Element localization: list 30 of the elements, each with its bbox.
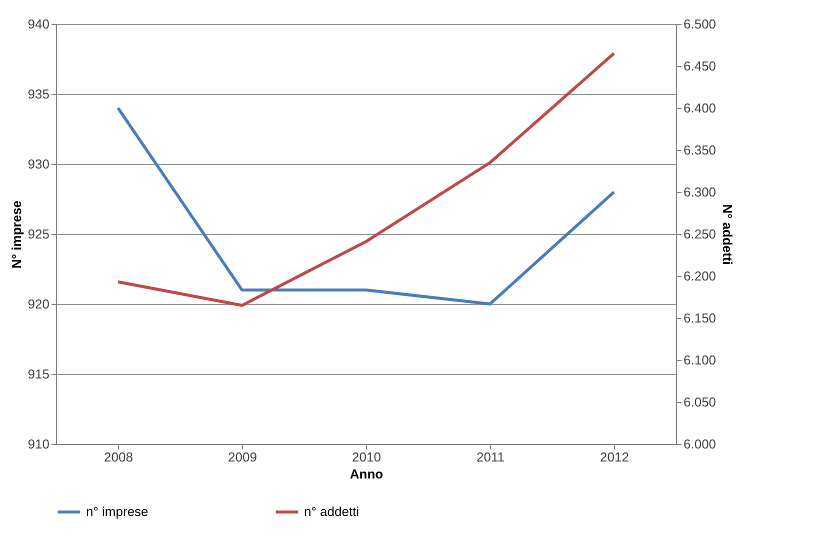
x-tick-label: 2008 bbox=[104, 450, 133, 464]
y2-tick-label: 6.050 bbox=[684, 394, 716, 410]
y2-tick-label: 6.100 bbox=[684, 352, 716, 368]
x-tick-label: 2010 bbox=[352, 450, 381, 464]
y2-tick-label: 6.250 bbox=[684, 226, 716, 242]
x-tick-label: 2011 bbox=[476, 450, 504, 464]
y-tick-label: 925 bbox=[28, 226, 50, 242]
y2-tick-label: 6.150 bbox=[684, 310, 716, 326]
legend-label: n° imprese bbox=[86, 504, 148, 519]
y-axis-title: N° imprese bbox=[8, 200, 24, 269]
y-tick-label: 935 bbox=[28, 86, 50, 102]
x-tick-label: 2012 bbox=[600, 450, 629, 464]
y2-tick-label: 6.400 bbox=[684, 100, 716, 116]
y2-tick-label: 6.500 bbox=[684, 16, 716, 32]
y2-tick-label: 6.300 bbox=[684, 184, 716, 200]
y2-tick-label: 6.450 bbox=[684, 58, 716, 74]
x-axis-title: Anno bbox=[350, 466, 384, 482]
line-series bbox=[116, 52, 616, 307]
y-tick-label: 920 bbox=[28, 296, 50, 312]
y-tick-label: 930 bbox=[28, 156, 50, 172]
y-tick-label: 915 bbox=[28, 366, 50, 382]
x-tick-label: 2009 bbox=[228, 450, 257, 464]
line-series bbox=[116, 106, 616, 306]
y2-tick-label: 6.000 bbox=[684, 436, 716, 452]
y-tick-label: 940 bbox=[28, 16, 50, 32]
y-tick-label: 910 bbox=[28, 436, 50, 452]
legend-label: n° addetti bbox=[304, 504, 360, 519]
y2-axis-title: N° addetti bbox=[720, 204, 736, 265]
y2-tick-label: 6.350 bbox=[684, 142, 716, 158]
y2-tick-label: 6.200 bbox=[684, 268, 716, 284]
